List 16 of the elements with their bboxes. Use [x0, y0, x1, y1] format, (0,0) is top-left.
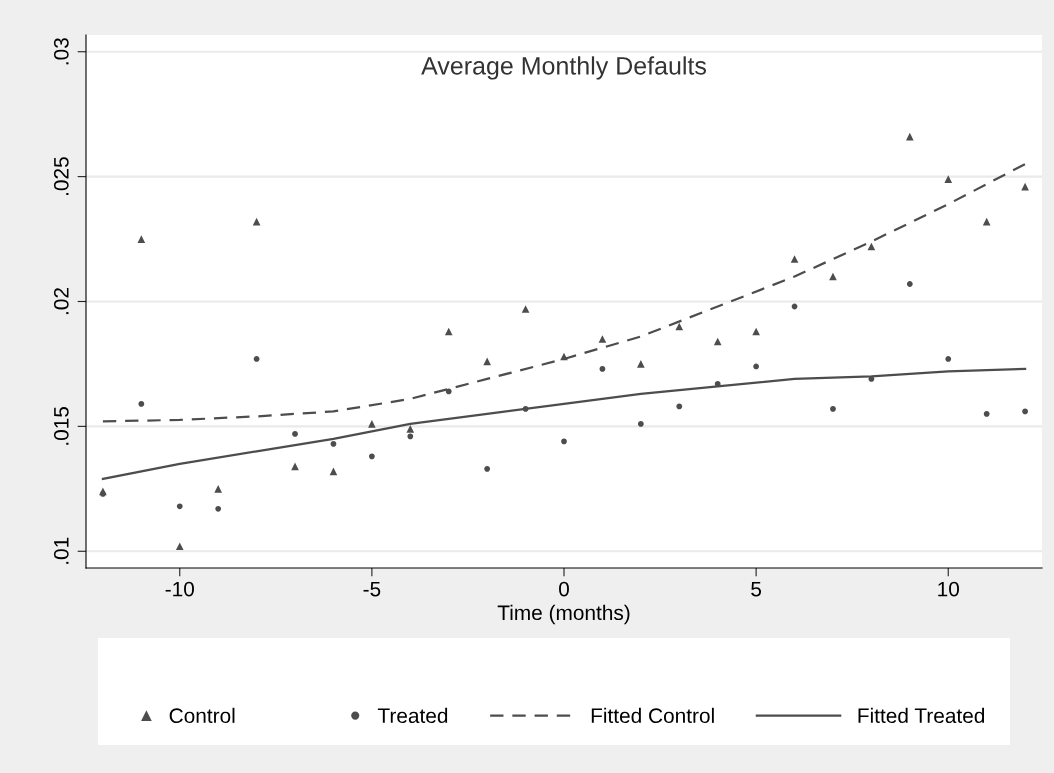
y-tick-label: .015: [53, 406, 69, 445]
x-tick-label: 10: [938, 581, 960, 597]
legend-label: Treated: [377, 707, 448, 724]
y-tick-label: .03: [53, 38, 69, 65]
y-tick-label: .025: [53, 157, 69, 195]
legend-label: Control: [169, 707, 235, 724]
y-tick-label: .02: [53, 288, 69, 315]
x-tick-label: -10: [165, 581, 194, 597]
x-tick-label: 5: [751, 581, 762, 597]
x-tick-label: -5: [363, 581, 381, 597]
y-tick-label: .01: [53, 537, 69, 564]
x-tick-label: 0: [559, 581, 569, 597]
text: Average Monthly Defaults: [421, 56, 707, 80]
legend-label: Fitted Control: [591, 707, 714, 724]
x-axis-title: Time (months): [497, 604, 630, 625]
legend-label: Fitted Treated: [858, 707, 985, 724]
